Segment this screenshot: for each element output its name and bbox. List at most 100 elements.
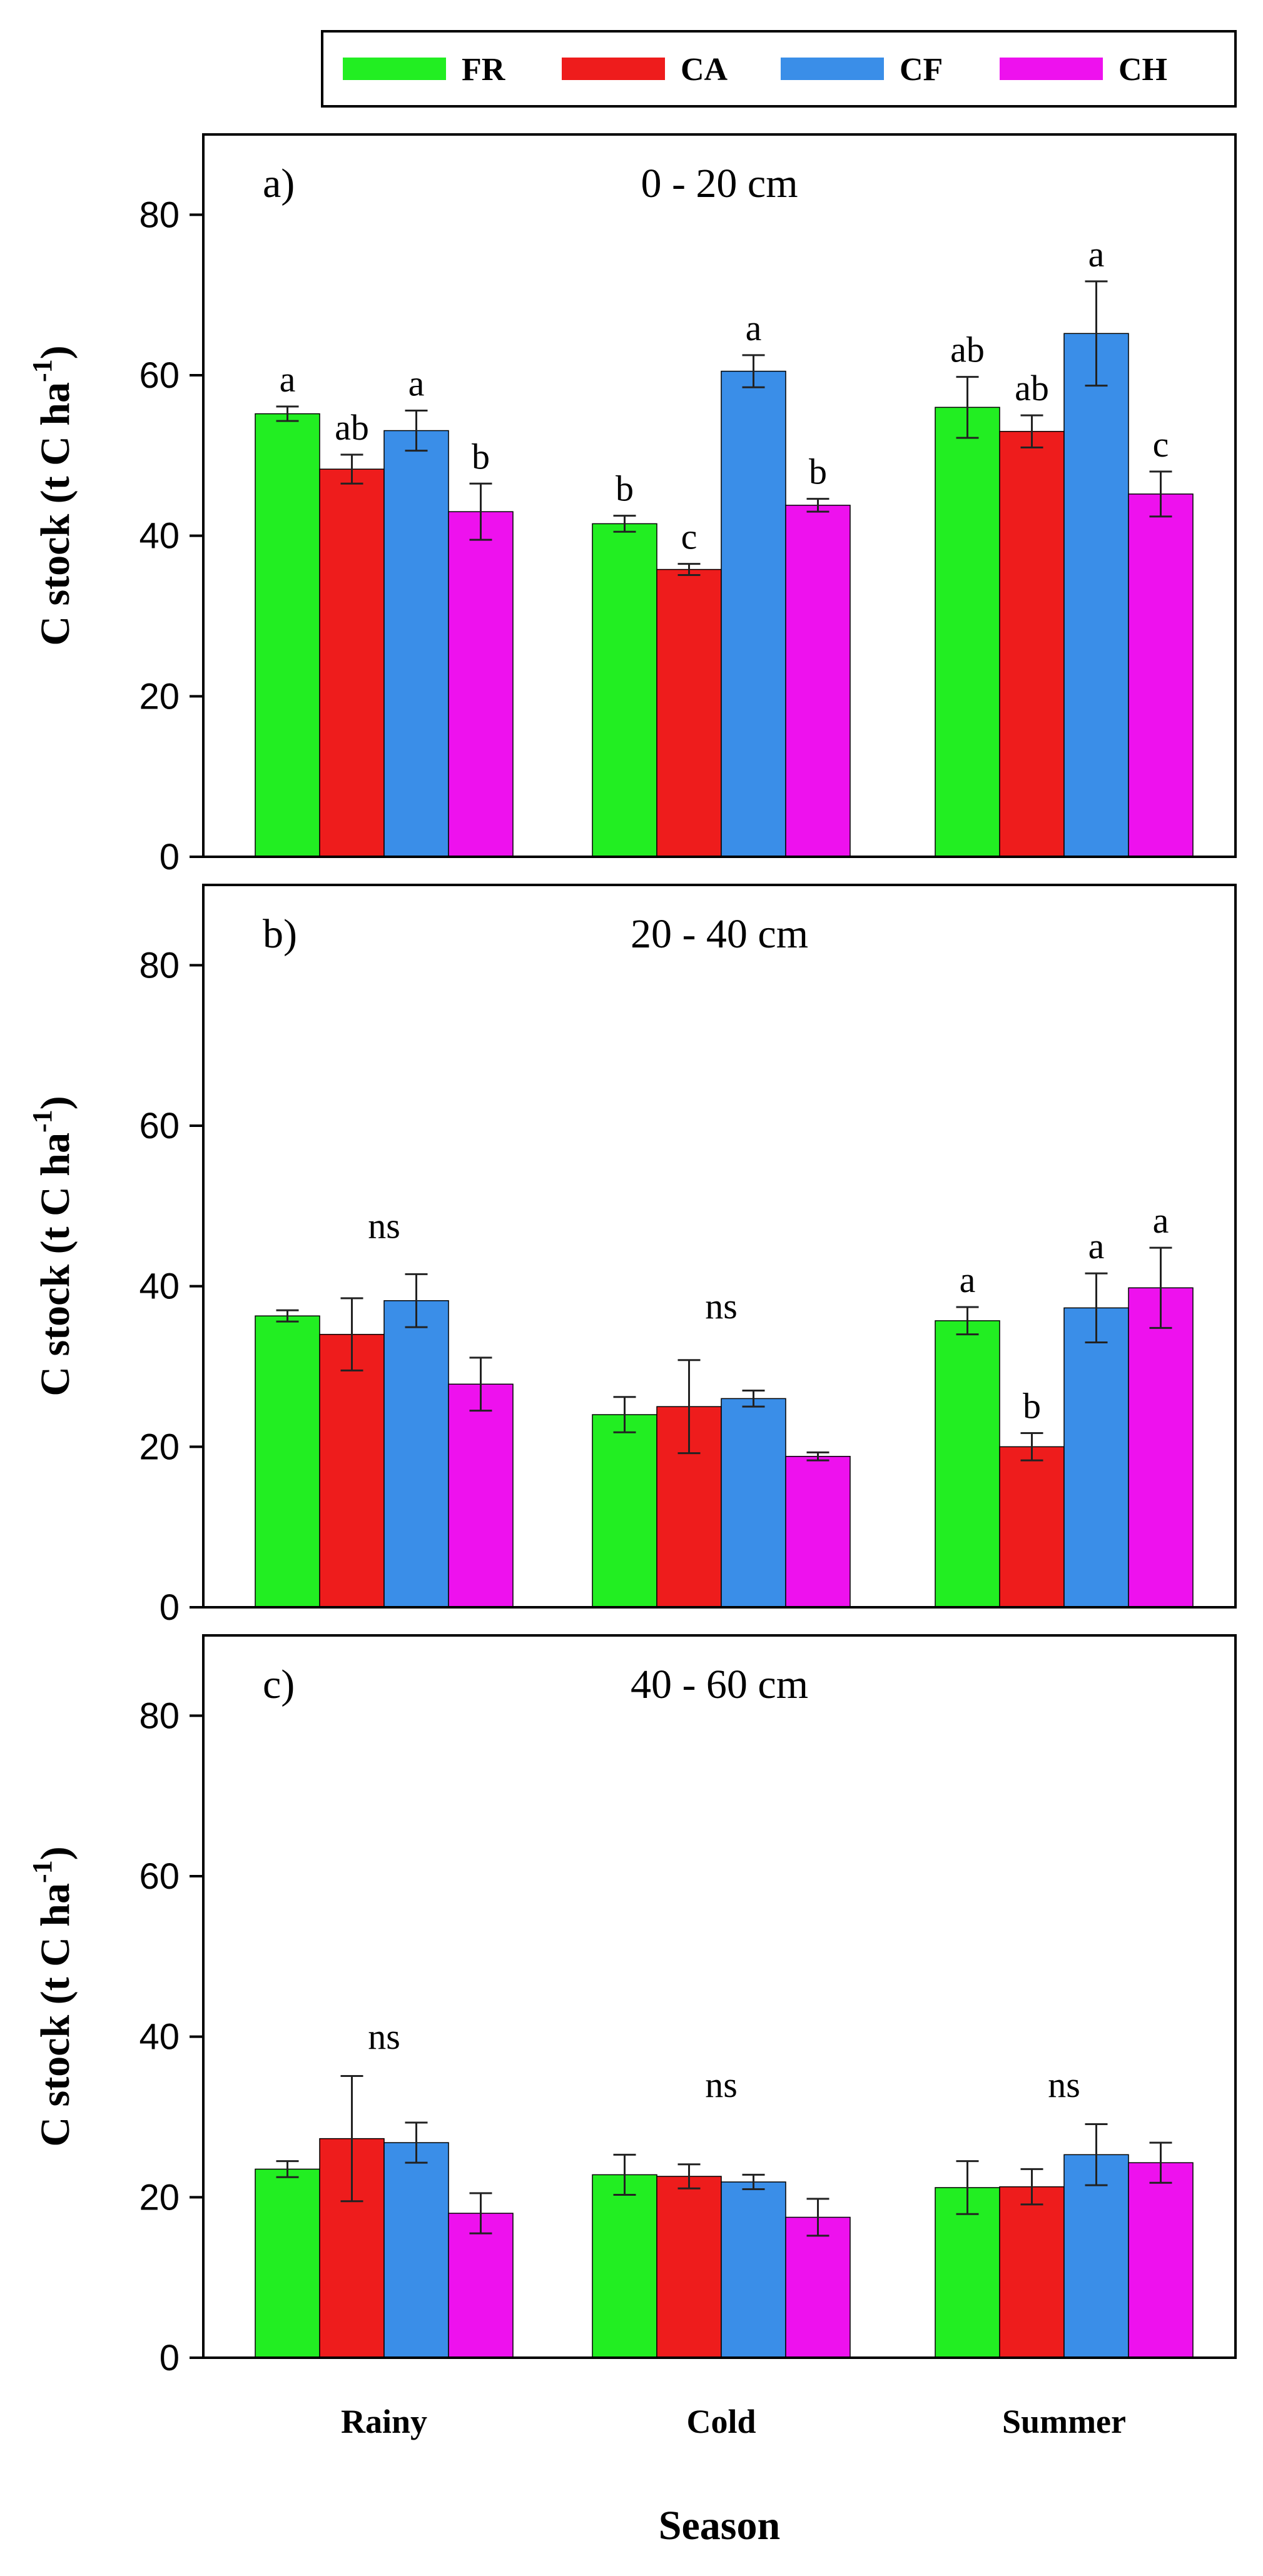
error-bar-ca-cold <box>677 2163 701 2190</box>
panel-title: 40 - 60 cm <box>631 1662 808 1707</box>
y-tick-label: 60 <box>139 355 180 396</box>
group-label-ns: ns <box>705 2064 738 2105</box>
y-tick-label: 20 <box>139 1427 180 1467</box>
error-bar-ca-cold <box>677 1359 701 1455</box>
y-axis-title-superscript: -1 <box>27 359 58 382</box>
significance-letter: c <box>681 517 697 557</box>
error-bar-cf-cold <box>742 354 765 388</box>
legend-item-cf: CF <box>781 52 943 88</box>
y-axis-title: C stock (t C ha-1) <box>27 1846 78 2146</box>
error-bar-cf-rainy <box>405 409 428 452</box>
bar-cf-summer <box>1063 1307 1129 1608</box>
bar-fr-cold <box>592 1414 657 1608</box>
significance-letter: a <box>280 359 296 400</box>
y-tick-label: 60 <box>139 1856 180 1897</box>
bar-ca-rainy <box>319 468 385 857</box>
group-label-ns: ns <box>368 2016 400 2057</box>
bar-ca-cold <box>656 568 722 857</box>
legend-label-ch: CH <box>1118 52 1167 88</box>
bar-fr-rainy <box>255 1315 320 1608</box>
legend: FR CA CF CH <box>321 30 1237 108</box>
bar-ch-rainy <box>448 2213 514 2358</box>
error-bar-cf-rainy <box>405 1273 428 1328</box>
bar-fr-rainy <box>255 2168 320 2358</box>
bar-ch-rainy <box>448 1383 514 1608</box>
significance-letter: a <box>1088 1226 1105 1266</box>
panel-c: 0 20 40 60 80 ns ns ns c) 40 - 60 cm C stock (t C … <box>27 1634 1237 2378</box>
error-bar-ch-cold <box>806 498 829 513</box>
significance-letter: ab <box>335 407 369 448</box>
bar-cf-summer <box>1063 333 1129 857</box>
panel-letter: a) <box>263 161 295 206</box>
significance-letter: b <box>616 468 634 509</box>
error-bar-ch-rainy <box>469 2192 492 2235</box>
significance-letter: a <box>746 308 762 348</box>
error-bar-cf-cold <box>742 1390 765 1408</box>
bar-cf-rainy <box>383 2142 449 2358</box>
bar-ch-cold <box>785 2216 851 2358</box>
bar-ch-cold <box>785 505 851 857</box>
y-axis-title-main: C stock (t C ha <box>33 1133 78 1397</box>
bar-ch-summer <box>1128 1287 1194 1608</box>
significance-letter: a <box>960 1260 976 1300</box>
error-bar-ch-summer <box>1149 470 1172 518</box>
significance-letter: b <box>1023 1386 1041 1427</box>
error-bar-fr-cold <box>613 515 636 533</box>
significance-letter: ab <box>950 330 985 370</box>
significance-letter: a <box>408 363 425 403</box>
bar-ch-cold <box>785 1455 851 1608</box>
bar-cf-rainy <box>383 430 449 857</box>
significance-letter: ab <box>1015 368 1049 408</box>
error-bar-cf-summer <box>1085 280 1108 387</box>
legend-item-fr: FR <box>343 52 506 88</box>
error-bar-fr-summer <box>956 2160 979 2215</box>
bar-ch-rainy <box>448 511 514 857</box>
y-tick-label: 40 <box>139 1266 180 1307</box>
error-bar-ch-cold <box>806 2198 829 2237</box>
significance-letter: b <box>809 452 827 492</box>
panel-letter: b) <box>263 911 297 957</box>
error-bar-cf-cold <box>742 2173 765 2190</box>
bar-ca-summer <box>999 2186 1065 2358</box>
bar-cf-cold <box>721 2181 786 2358</box>
error-bar-fr-rainy <box>276 2160 299 2178</box>
bar-cf-cold <box>721 1398 786 1608</box>
error-bar-fr-summer <box>956 1306 979 1336</box>
y-tick-label: 40 <box>139 2017 180 2058</box>
panel-letter: c) <box>263 1662 295 1707</box>
bar-fr-cold <box>592 523 657 857</box>
error-bar-ch-rainy <box>469 1356 492 1412</box>
error-bar-ca-summer <box>1020 2168 1043 2206</box>
panel-title: 0 - 20 cm <box>641 161 798 206</box>
y-tick-label: 60 <box>139 1106 180 1146</box>
legend-swatch-fr <box>343 58 446 80</box>
y-tick-label: 80 <box>139 945 180 986</box>
error-bar-ch-summer <box>1149 2141 1172 2184</box>
error-bar-cf-rainy <box>405 2121 428 2164</box>
plot-frame <box>202 1634 1237 2359</box>
bar-fr-cold <box>592 2174 657 2358</box>
y-axis-title-superscript: -1 <box>27 1860 58 1883</box>
bar-ch-summer <box>1128 2162 1194 2358</box>
legend-label-cf: CF <box>900 52 943 88</box>
legend-label-ca: CA <box>681 52 728 88</box>
error-bar-cf-summer <box>1085 1272 1108 1343</box>
significance-letter: c <box>1153 424 1169 465</box>
plot-frame <box>202 884 1237 1609</box>
bar-fr-summer <box>935 1320 1000 1608</box>
y-tick-label: 80 <box>139 1695 180 1736</box>
bar-ca-summer <box>999 1446 1065 1608</box>
bar-ca-summer <box>999 431 1065 857</box>
y-tick-label: 40 <box>139 516 180 557</box>
group-label-ns: ns <box>705 1286 738 1326</box>
panel-b: 0 20 40 60 80 a b a a ns ns b) 20 - 40 cm C stock (t … <box>27 884 1237 1628</box>
plot-frame <box>202 133 1237 858</box>
legend-item-ca: CA <box>562 52 728 88</box>
y-axis-title-close: ) <box>33 1096 78 1109</box>
bar-ch-summer <box>1128 493 1194 857</box>
panel-title: 20 - 40 cm <box>631 911 808 957</box>
error-bar-fr-cold <box>613 2153 636 2196</box>
bar-fr-summer <box>935 407 1000 857</box>
